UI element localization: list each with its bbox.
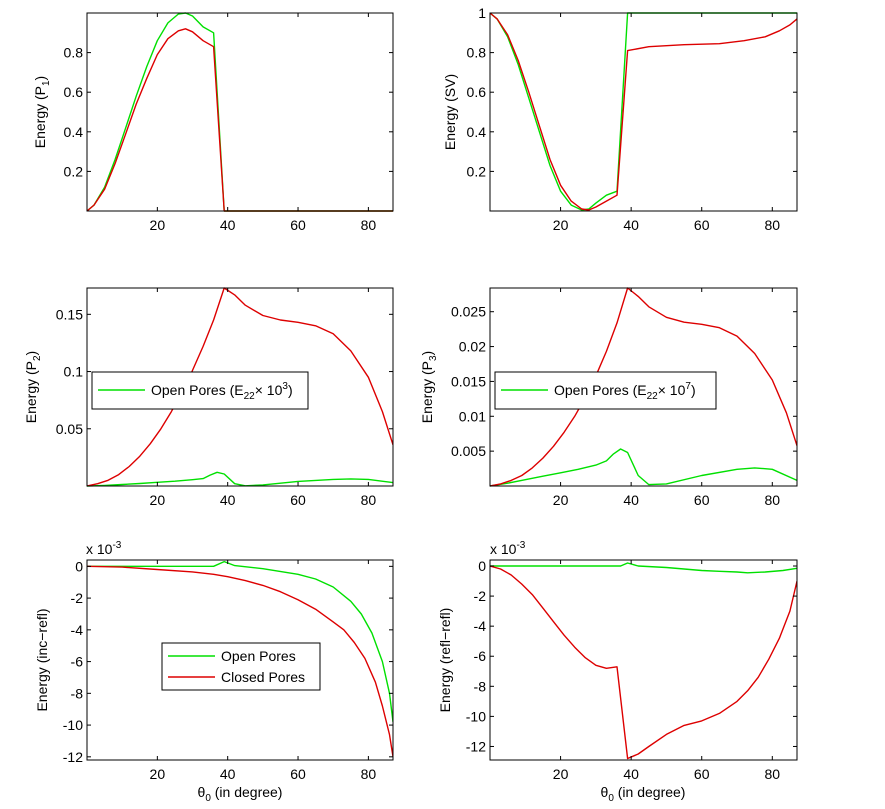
- y-tick-label: 0.025: [451, 304, 486, 320]
- y-tick-label: -8: [474, 678, 487, 694]
- ylabel-refl: Energy (refl−refl): [437, 608, 453, 713]
- series-line-closed: [87, 565, 393, 757]
- x-tick-label: 40: [623, 217, 639, 233]
- y-tick-label: 0.6: [467, 84, 487, 100]
- y-tick-label: 0.2: [64, 163, 84, 179]
- x-tick-label: 60: [694, 217, 710, 233]
- y-tick-label: -6: [474, 648, 487, 664]
- xlabel-left: θ0 (in degree): [198, 784, 283, 804]
- y-tick-label: 0.1: [64, 364, 84, 380]
- x-tick-label: 80: [361, 492, 377, 508]
- x-tick-label: 20: [150, 217, 166, 233]
- legend-box: [161, 642, 321, 691]
- ylabel-inc: Energy (inc−refl): [34, 608, 50, 711]
- y-tick-label: 0: [75, 558, 83, 574]
- y-tick-label: -10: [63, 717, 83, 733]
- y-tick-label: -2: [71, 590, 84, 606]
- y-tick-label: 0.15: [56, 306, 83, 322]
- x-tick-label: 80: [765, 766, 781, 782]
- chart-sv: Energy (SV) 20 40 60 80 0.2 0.4 0.6 0.8 1: [442, 5, 798, 233]
- xlabel-right: θ0 (in degree): [601, 784, 686, 804]
- x-tick-label: 20: [553, 766, 569, 782]
- y-tick-label: 0.6: [64, 84, 84, 100]
- y-tick-label: 1: [478, 5, 486, 21]
- x-tick-label: 80: [765, 217, 781, 233]
- x-tick-label: 60: [694, 766, 710, 782]
- legend-label-open: Open Pores (E22× 103): [151, 381, 293, 402]
- x-tick-label: 60: [694, 492, 710, 508]
- series-line-open: [490, 448, 797, 487]
- series-line-open: [490, 562, 797, 574]
- y-tick-label: -12: [466, 738, 486, 754]
- axes-frame: [489, 559, 798, 761]
- y-tick-label: 0: [478, 558, 486, 574]
- y-tick-label: -8: [71, 685, 84, 701]
- series-line-open: [87, 471, 393, 487]
- x-tick-label: 80: [361, 217, 377, 233]
- ylabel-sv: Energy (SV): [442, 74, 458, 150]
- x-tick-label: 40: [220, 217, 236, 233]
- chart-inc-refl: Energy (inc−refl) x 10-3 20 40 60 80 0 -2 -4 -6…: [34, 540, 394, 782]
- axes-frame: [86, 287, 394, 487]
- x-tick-label: 40: [623, 766, 639, 782]
- chart-refl-refl: Energy (refl−refl) x 10-3 20 40 60 80 0 -2 -4 -…: [437, 540, 798, 782]
- y-tick-label: 0.8: [467, 45, 487, 61]
- y-tick-label: 0.8: [64, 45, 84, 61]
- legend-label-open: Open Pores: [221, 648, 296, 664]
- y-tick-label: -4: [474, 618, 487, 634]
- chart-p2: Energy (P2) 20 40 60 80 0.05 0.1 0.15 Open Por…: [23, 287, 394, 508]
- x-tick-label: 40: [220, 766, 236, 782]
- legend-p3: Open Pores (E22× 107): [494, 371, 717, 410]
- legend-p2: Open Pores (E22× 103): [91, 371, 309, 410]
- chart-p1: Energy (P1) 20 40 60 80 0.2 0.4 0.6 0.8: [32, 12, 394, 233]
- plot-area: [490, 13, 797, 211]
- plot-area: [490, 560, 797, 760]
- scale-label-inc: x 10-3: [86, 540, 122, 557]
- series-line-closed: [490, 287, 797, 487]
- y-tick-label: 0.05: [56, 421, 83, 437]
- scale-label-refl: x 10-3: [490, 540, 526, 557]
- series-line-closed: [490, 12, 797, 211]
- x-tick-label: 40: [220, 492, 236, 508]
- y-tick-label: -10: [466, 708, 486, 724]
- chart-p3: Energy (P3) 20 40 60 80 0.005 0.01 0.015 0.02 0.…: [419, 287, 798, 508]
- x-tick-label: 20: [150, 492, 166, 508]
- ylabel-p2: Energy (P2): [23, 351, 43, 423]
- x-tick-label: 60: [290, 217, 306, 233]
- axes-frame: [86, 12, 394, 212]
- plot-area: [87, 13, 393, 211]
- y-tick-label: 0.02: [459, 339, 486, 355]
- x-tick-label: 20: [553, 492, 569, 508]
- y-tick-label: 0.2: [467, 163, 487, 179]
- axes-frame: [489, 287, 798, 487]
- ylabel-p3: Energy (P3): [419, 351, 439, 423]
- series-line-closed: [490, 565, 797, 760]
- y-tick-label: 0.4: [467, 124, 487, 140]
- y-tick-label: 0.01: [459, 408, 486, 424]
- legend-label-open: Open Pores (E22× 107): [554, 381, 696, 402]
- y-tick-label: 0.4: [64, 124, 84, 140]
- ylabel-p1: Energy (P1): [32, 76, 52, 148]
- x-tick-label: 40: [623, 492, 639, 508]
- legend-label-closed: Closed Pores: [221, 669, 305, 685]
- series-line-closed: [87, 287, 393, 487]
- axes-frame: [489, 12, 798, 212]
- y-tick-label: -4: [71, 622, 84, 638]
- series-line-open: [87, 560, 393, 722]
- x-tick-label: 20: [150, 766, 166, 782]
- y-tick-label: 0.015: [451, 373, 486, 389]
- x-tick-label: 60: [290, 766, 306, 782]
- axes-frame: [86, 559, 394, 761]
- y-tick-label: -6: [71, 654, 84, 670]
- x-tick-label: 60: [290, 492, 306, 508]
- y-tick-label: -2: [474, 588, 487, 604]
- y-tick-label: 0.005: [451, 443, 486, 459]
- y-tick-label: -12: [63, 749, 83, 765]
- x-tick-label: 20: [553, 217, 569, 233]
- legend-inc: Open Pores Closed Pores: [161, 642, 321, 691]
- x-tick-label: 80: [361, 766, 377, 782]
- x-tick-label: 80: [765, 492, 781, 508]
